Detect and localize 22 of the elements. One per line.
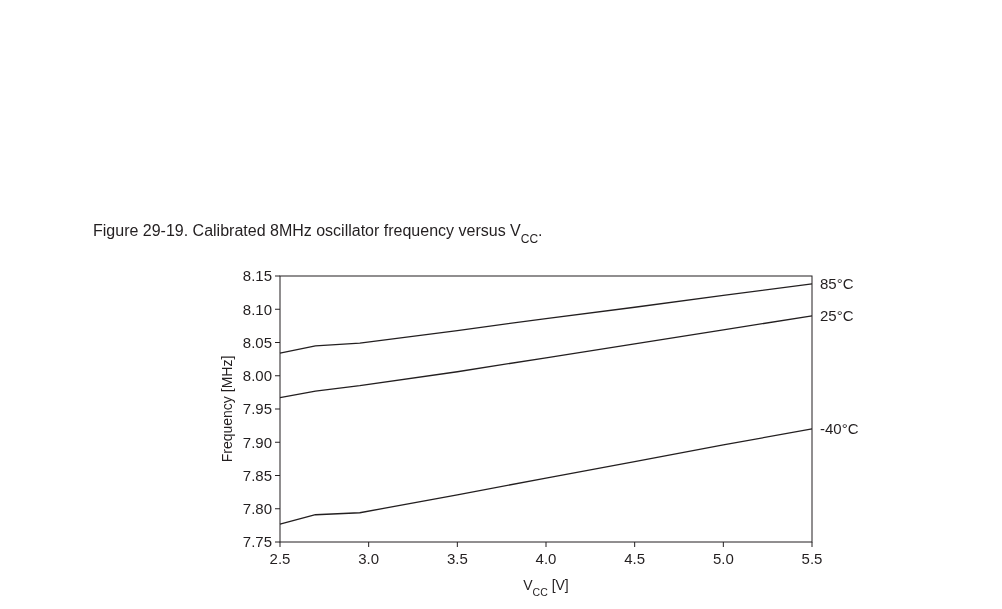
series-label: 85°C — [820, 275, 854, 293]
y-tick-label: 8.00 — [242, 367, 272, 384]
y-tick-label: 7.80 — [242, 500, 272, 517]
x-tick-label: 3.0 — [358, 550, 380, 567]
series-label: 25°C — [820, 307, 854, 325]
y-axis-title: Frequency [MHz] — [219, 355, 235, 463]
x-tick-label: 5.0 — [712, 550, 734, 567]
y-tick-label: 7.90 — [242, 433, 272, 451]
y-tick-label: 7.95 — [242, 400, 272, 418]
x-tick-label: 4.5 — [624, 550, 646, 567]
y-tick-label: 7.75 — [242, 533, 272, 551]
y-tick-label: 8.05 — [242, 333, 272, 351]
x-tick-label: 5.5 — [801, 550, 823, 567]
chart-title: Figure 29-19. Calibrated 8MHz oscillator frequency versus V$_{CC}$. — [93, 222, 543, 246]
x-tick-label: 3.5 — [446, 550, 468, 567]
y-tick-label: 8.15 — [242, 267, 272, 285]
x-tick-label: 4.0 — [535, 550, 557, 567]
y-tick-label: 8.10 — [242, 300, 272, 318]
series-label: -40°C — [820, 420, 859, 438]
y-tick-label: 7.85 — [242, 466, 272, 484]
x-axis-title: V$_{CC}$ [V] — [523, 577, 569, 598]
x-tick-label: 2.5 — [269, 550, 291, 567]
